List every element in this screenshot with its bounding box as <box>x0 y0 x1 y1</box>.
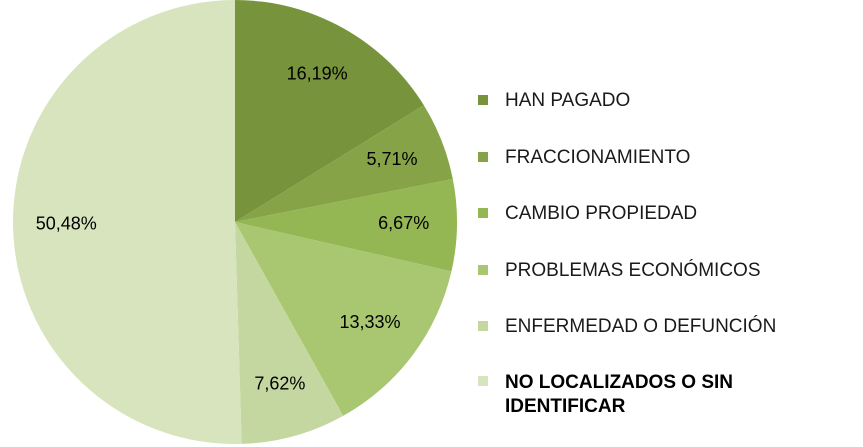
data-label: 5,71% <box>367 149 418 169</box>
pie-slice <box>235 179 457 272</box>
data-label: 7,62% <box>254 373 305 393</box>
legend-label: PROBLEMAS ECONÓMICOS <box>505 260 761 281</box>
legend-label: NO LOCALIZADOS O SIN IDENTIFICAR <box>505 372 733 417</box>
legend-entry: ENFERMEDAD O DEFUNCIÓN <box>478 316 776 338</box>
legend-swatch <box>478 321 488 331</box>
legend-label: HAN PAGADO <box>505 90 631 111</box>
legend-entry: HAN PAGADO <box>478 90 630 112</box>
legend-swatch <box>478 95 488 105</box>
legend-entry: FRACCIONAMIENTO <box>478 147 690 169</box>
pie-slice <box>235 222 344 444</box>
data-label: 50,48% <box>36 213 97 233</box>
legend-entry: PROBLEMAS ECONÓMICOS <box>478 260 761 282</box>
legend-swatch <box>478 265 488 275</box>
pie-slice <box>13 0 242 444</box>
legend-swatch <box>478 208 488 218</box>
legend-entry: NO LOCALIZADOS O SIN IDENTIFICAR <box>478 371 845 419</box>
pie-slice <box>235 0 424 222</box>
pie-slice <box>235 105 453 222</box>
data-label: 13,33% <box>339 312 400 332</box>
legend-swatch <box>478 376 488 386</box>
legend-label: CAMBIO PROPIEDAD <box>505 203 698 224</box>
data-label: 16,19% <box>287 63 348 83</box>
pie-slice <box>235 222 452 416</box>
legend-label: ENFERMEDAD O DEFUNCIÓN <box>505 316 777 337</box>
legend-entry: CAMBIO PROPIEDAD <box>478 203 697 225</box>
legend-label: FRACCIONAMIENTO <box>505 147 691 168</box>
data-label: 6,67% <box>378 213 429 233</box>
legend-swatch <box>478 152 488 162</box>
